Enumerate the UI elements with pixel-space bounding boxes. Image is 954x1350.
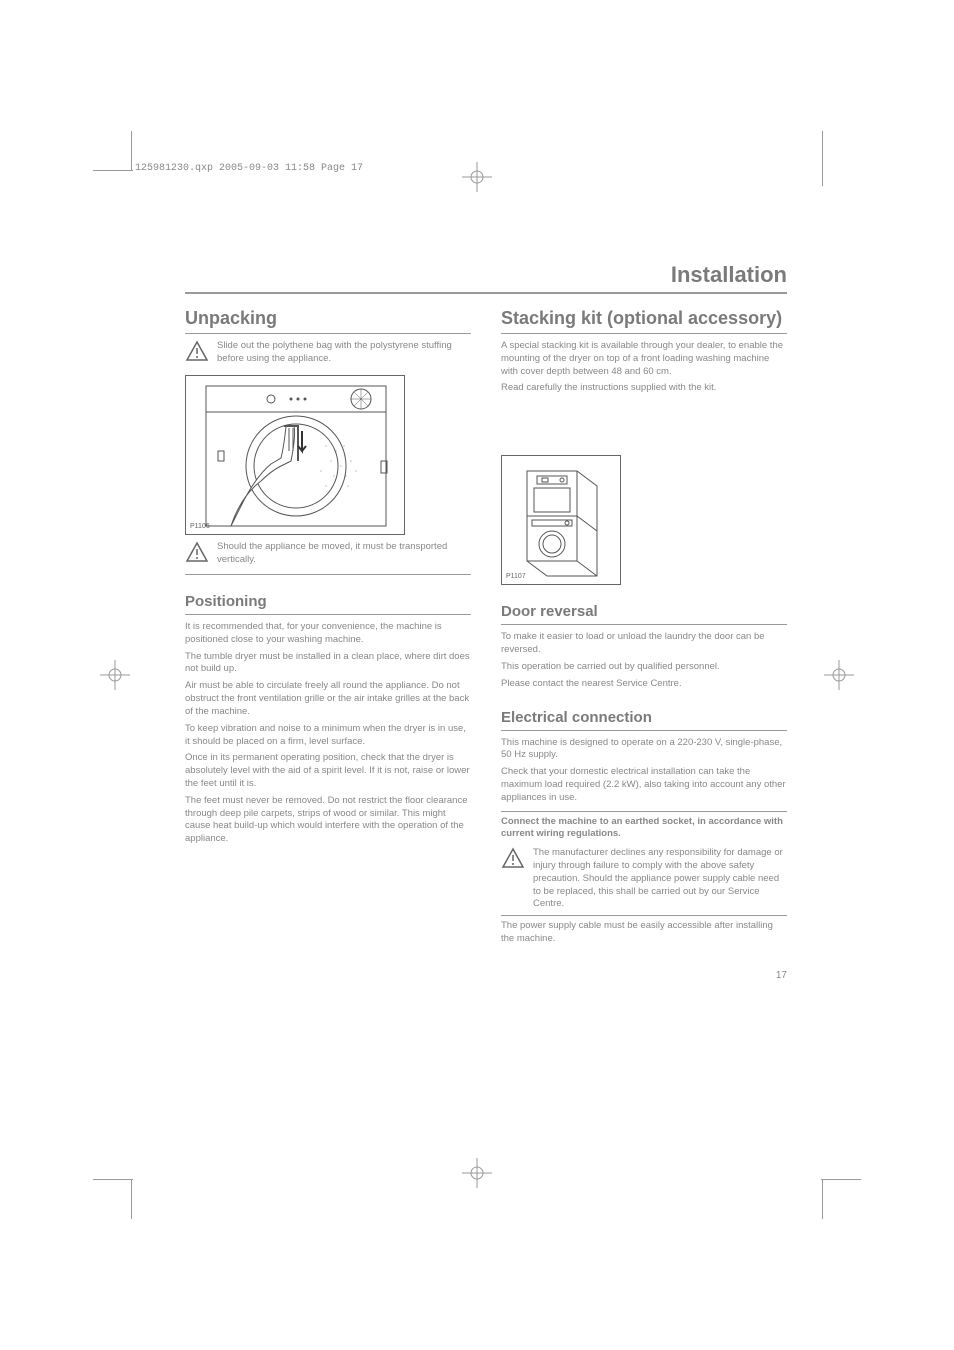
crop-mark — [822, 131, 823, 186]
crop-mark — [93, 1179, 133, 1180]
stacking-p2: Read carefully the instructions supplied… — [501, 382, 787, 395]
figure-stacking: P1107 — [501, 455, 621, 585]
page-number: 17 — [185, 970, 787, 981]
file-header: 125981230.qxp 2005-09-03 11:58 Page 17 — [135, 163, 363, 174]
electrical-p3: The power supply cable must be easily ac… — [501, 920, 787, 946]
positioning-p3: Air must be able to circulate freely all… — [185, 680, 471, 718]
door-p2: This operation be carried out by qualifi… — [501, 661, 787, 674]
registration-mark-icon — [100, 660, 130, 690]
figure-label: P1107 — [506, 573, 526, 580]
positioning-p6: The feet must never be removed. Do not r… — [185, 795, 471, 846]
electrical-p1: This machine is designed to operate on a… — [501, 737, 787, 763]
crop-mark — [131, 1179, 132, 1219]
crop-mark — [131, 131, 132, 171]
door-p1: To make it easier to load or unload the … — [501, 631, 787, 657]
stacking-p1: A special stacking kit is available thro… — [501, 340, 787, 378]
registration-mark-icon — [824, 660, 854, 690]
positioning-p2: The tumble dryer must be installed in a … — [185, 651, 471, 677]
figure-label: P1106 — [190, 523, 210, 530]
page-title: Installation — [185, 262, 787, 294]
positioning-p4: To keep vibration and noise to a minimum… — [185, 723, 471, 749]
positioning-p1: It is recommended that, for your conveni… — [185, 621, 471, 647]
crop-mark — [821, 1179, 861, 1180]
electrical-disclaimer: The manufacturer declines any responsibi… — [533, 847, 787, 911]
page-content: Installation Unpacking Slide out the pol… — [185, 262, 787, 981]
divider — [501, 915, 787, 916]
transport-warning: Should the appliance be moved, it must b… — [217, 541, 471, 570]
crop-mark — [822, 1179, 823, 1219]
electrical-heading: Electrical connection — [501, 709, 787, 731]
divider — [185, 574, 471, 575]
unpacking-warning: Slide out the polythene bag with the pol… — [217, 340, 471, 369]
right-column: Stacking kit (optional accessory) A spec… — [501, 308, 787, 946]
positioning-p5: Once in its permanent operating position… — [185, 752, 471, 790]
figure-unpacking: P1106 — [185, 375, 405, 535]
unpacking-heading: Unpacking — [185, 308, 471, 334]
electrical-p2: Check that your domestic electrical inst… — [501, 766, 787, 804]
left-column: Unpacking Slide out the polythene bag wi… — [185, 308, 471, 946]
positioning-heading: Positioning — [185, 593, 471, 615]
stacking-heading: Stacking kit (optional accessory) — [501, 308, 787, 334]
crop-mark — [93, 170, 133, 171]
electrical-earth-warning: Connect the machine to an earthed socket… — [501, 816, 787, 842]
door-p3: Please contact the nearest Service Centr… — [501, 678, 787, 691]
registration-mark-icon — [462, 1158, 492, 1188]
door-heading: Door reversal — [501, 603, 787, 625]
warning-icon — [185, 340, 209, 369]
warning-icon — [185, 541, 209, 570]
registration-mark-icon — [462, 162, 492, 192]
warning-icon — [501, 847, 525, 911]
divider — [501, 811, 787, 812]
